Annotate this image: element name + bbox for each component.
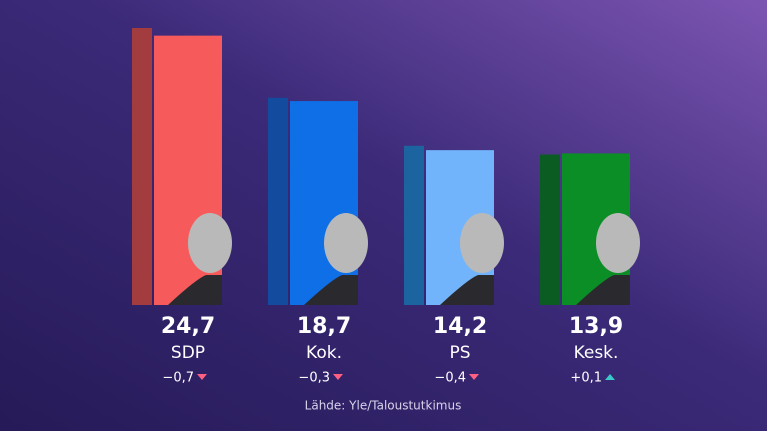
previous-bar bbox=[132, 28, 152, 305]
portrait-shoulders bbox=[168, 275, 222, 305]
category-label: Kesk. bbox=[574, 343, 619, 363]
change-label: +0,1 bbox=[570, 371, 602, 386]
portrait-shoulders bbox=[576, 275, 630, 305]
value-label: 24,7 bbox=[161, 314, 215, 339]
portrait-shoulders bbox=[440, 275, 494, 305]
change-arrow bbox=[605, 374, 615, 380]
change-label: −0,4 bbox=[434, 371, 466, 386]
portrait-crop bbox=[630, 205, 660, 305]
previous-bar bbox=[268, 97, 288, 305]
previous-bar bbox=[404, 145, 424, 305]
category-label: Kok. bbox=[306, 343, 342, 363]
change-arrow bbox=[197, 374, 207, 380]
source: Lähde: Yle/Taloustutkimus bbox=[305, 399, 462, 413]
portrait-crop bbox=[358, 205, 388, 305]
value-label: 14,2 bbox=[433, 314, 487, 339]
bar bbox=[290, 101, 358, 306]
category-label: PS bbox=[449, 343, 470, 363]
portrait-head bbox=[324, 213, 368, 273]
value-label: 13,9 bbox=[569, 314, 623, 339]
value-label: 18,7 bbox=[297, 314, 351, 339]
portrait-crop bbox=[222, 205, 252, 305]
portrait-crop bbox=[494, 205, 524, 305]
portrait-head bbox=[596, 213, 640, 273]
portrait-head bbox=[188, 213, 232, 273]
change-arrow bbox=[469, 374, 479, 380]
change-arrow bbox=[333, 374, 343, 380]
change-label: −0,3 bbox=[298, 371, 330, 386]
previous-bar bbox=[540, 154, 560, 305]
change-label: −0,7 bbox=[162, 371, 194, 386]
portrait-head bbox=[460, 213, 504, 273]
category-label: SDP bbox=[171, 343, 205, 363]
portrait-shoulders bbox=[304, 275, 358, 305]
